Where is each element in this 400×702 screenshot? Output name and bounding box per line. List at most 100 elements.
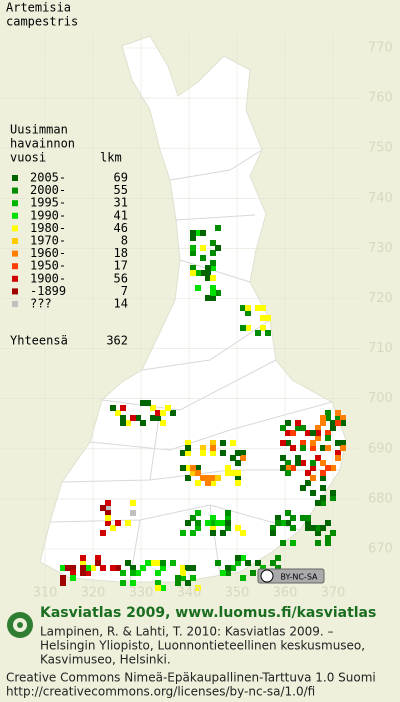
occurrence-square (280, 465, 286, 471)
occurrence-square (280, 520, 286, 526)
occurrence-square (145, 400, 151, 406)
occurrence-square (200, 270, 206, 276)
occurrence-square (215, 560, 221, 566)
occurrence-square (200, 450, 206, 456)
occurrence-square (260, 565, 266, 571)
occurrence-square (70, 565, 76, 571)
occurrence-square (135, 570, 141, 576)
legend-count: 56 (114, 271, 128, 285)
occurrence-square (330, 420, 336, 426)
occurrence-square (140, 565, 146, 571)
legend-label: 1950- (30, 259, 66, 273)
occurrence-square (300, 460, 306, 466)
occurrence-square (140, 400, 146, 406)
occurrence-square (125, 420, 131, 426)
occurrence-square (235, 450, 241, 456)
occurrence-square (240, 555, 246, 561)
occurrence-square (335, 455, 341, 461)
occurrence-square (85, 570, 91, 576)
occurrence-square (230, 455, 236, 461)
x-coordinate-label: 360 (273, 586, 298, 601)
occurrence-square (155, 415, 161, 421)
occurrence-square (210, 260, 216, 266)
occurrence-square (325, 415, 331, 421)
occurrence-square (180, 465, 186, 471)
y-coordinate-label: 680 (368, 491, 393, 506)
occurrence-square (285, 430, 291, 436)
legend-swatch (12, 175, 18, 181)
badge-icon (260, 569, 274, 583)
citation: Helsingin Yliopisto, Luonnontieteellinen… (40, 639, 365, 653)
occurrence-square (285, 465, 291, 471)
occurrence-square (205, 480, 211, 486)
occurrence-square (195, 520, 201, 526)
occurrence-square (295, 460, 301, 466)
occurrence-square (230, 440, 236, 446)
occurrence-square (205, 520, 211, 526)
site-link: Kasviatlas 2009, www.luomus.fi/kasviatla… (40, 605, 376, 621)
logo-dot (17, 622, 23, 628)
occurrence-square (220, 440, 226, 446)
occurrence-square (325, 435, 331, 441)
occurrence-square (225, 565, 231, 571)
license-url: http://creativecommons.org/licenses/by-n… (6, 685, 315, 699)
legend-label: ??? (30, 297, 52, 311)
occurrence-square (190, 230, 196, 236)
occurrence-square (235, 555, 241, 561)
occurrence-square (210, 530, 216, 536)
occurrence-square (120, 580, 126, 586)
occurrence-square (80, 570, 86, 576)
occurrence-square (205, 275, 211, 281)
occurrence-square (270, 530, 276, 536)
occurrence-square (310, 525, 316, 531)
legend-swatch (12, 212, 18, 219)
occurrence-square (325, 540, 331, 546)
occurrence-square (330, 490, 336, 496)
occurrence-square (120, 405, 126, 411)
occurrence-square (60, 565, 66, 571)
occurrence-square (235, 470, 241, 476)
occurrence-square (190, 565, 196, 571)
occurrence-square (335, 440, 341, 446)
legend-label: 2000- (30, 183, 66, 197)
occurrence-square (320, 460, 326, 466)
occurrence-square (210, 520, 216, 526)
occurrence-square (200, 230, 206, 236)
occurrence-square (290, 540, 296, 546)
occurrence-square (300, 515, 306, 521)
occurrence-square (195, 270, 201, 276)
occurrence-square (290, 525, 296, 531)
occurrence-square (320, 445, 326, 451)
occurrence-square (315, 500, 321, 506)
legend-count: 41 (114, 208, 128, 222)
occurrence-square (190, 265, 196, 271)
occurrence-square (225, 470, 231, 476)
legend-count: 18 (114, 246, 128, 260)
y-coordinate-label: 710 (368, 341, 393, 356)
citation: Kasvimuseo, Helsinki. (40, 653, 171, 667)
occurrence-square (190, 250, 196, 256)
occurrence-square (220, 530, 226, 536)
occurrence-square (315, 530, 321, 536)
occurrence-square (175, 580, 181, 586)
occurrence-square (305, 525, 311, 531)
occurrence-square (205, 265, 211, 271)
occurrence-square (325, 535, 331, 541)
occurrence-square (295, 420, 301, 426)
occurrence-square (210, 440, 216, 446)
occurrence-square (120, 420, 126, 426)
occurrence-square (115, 565, 121, 571)
x-coordinate-label: 310 (33, 586, 58, 601)
occurrence-square (265, 315, 271, 321)
occurrence-square (60, 575, 66, 581)
occurrence-square (195, 465, 201, 471)
occurrence-square (240, 575, 246, 581)
occurrence-square (200, 475, 206, 481)
legend-label: 1980- (30, 221, 66, 235)
x-coordinate-label: 340 (177, 586, 202, 601)
occurrence-square (110, 525, 116, 531)
legend-swatch (12, 187, 18, 194)
occurrence-square (285, 440, 291, 446)
occurrence-square (155, 580, 161, 586)
